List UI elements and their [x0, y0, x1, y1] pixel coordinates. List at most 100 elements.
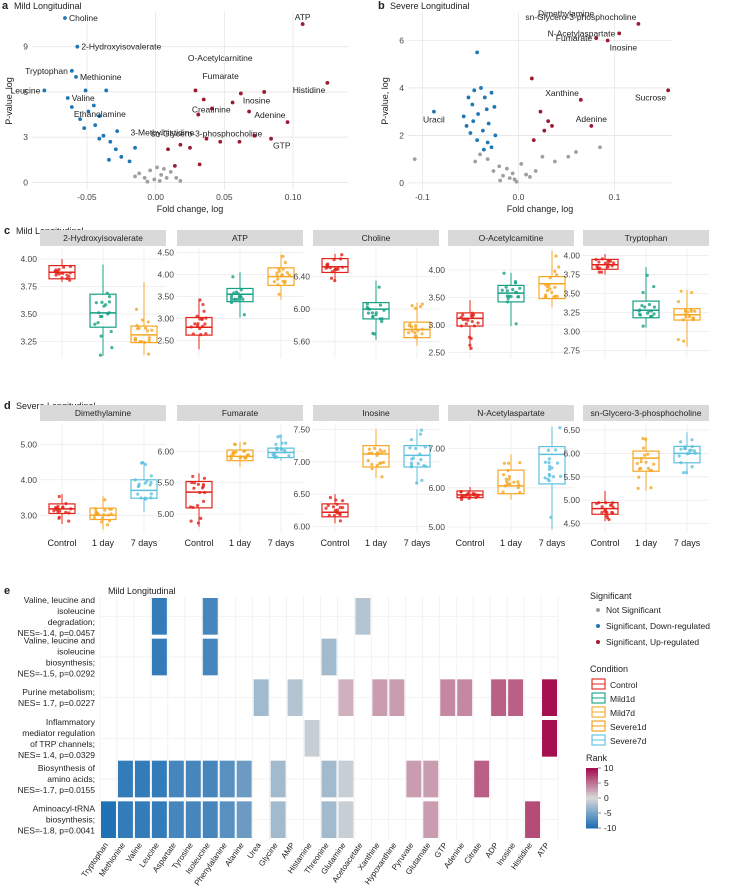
box-data-point — [150, 328, 154, 332]
box-data-point — [110, 346, 114, 350]
y-tick-label: 3.50 — [563, 289, 580, 299]
legend-marker — [596, 624, 600, 628]
heatmap-cell — [338, 679, 354, 716]
point-annotation: Creatinine — [192, 105, 231, 115]
box-data-point — [143, 340, 147, 344]
y-tick-label: 4.00 — [563, 251, 580, 261]
box-data-point — [196, 521, 200, 525]
box-data-point — [644, 437, 648, 441]
point-down-regulated — [113, 147, 118, 152]
box-data-point — [690, 465, 694, 469]
box-data-point — [513, 279, 518, 284]
point-not-significant — [137, 171, 142, 176]
box-data-point — [379, 461, 383, 465]
point-annotation: Xanthine — [545, 88, 579, 98]
box-data-point — [639, 460, 643, 464]
x-tick-label: 0.05 — [216, 192, 233, 202]
colorbar-segment — [586, 780, 598, 783]
box-data-point — [558, 426, 562, 430]
facet: Fumarate 5.00 5.50 6.00 Control 1 day 7 days — [157, 405, 303, 548]
box-data-point — [409, 437, 414, 442]
point-down-regulated — [475, 138, 480, 143]
heatmap-cell — [270, 801, 286, 838]
point-up-regulated — [605, 38, 610, 43]
box-data-point — [676, 299, 681, 304]
panel-title: Severe Longitudinal — [390, 1, 470, 11]
box-data-point — [107, 519, 112, 523]
heatmap-cell — [457, 679, 473, 716]
heatmap-cell — [219, 760, 235, 798]
box-data-point — [65, 276, 69, 281]
facet-title: 2-Hydroxyisovalerate — [63, 233, 143, 243]
box-data-point — [373, 446, 377, 450]
facet-strip — [583, 230, 709, 246]
y-tick-label: 6 — [23, 87, 28, 97]
box-data-point — [557, 265, 561, 269]
box-data-point — [274, 442, 278, 446]
box-data-point — [229, 298, 234, 302]
box-data-point — [382, 308, 386, 312]
box-data-point — [60, 276, 64, 280]
box-data-point — [606, 262, 610, 266]
facet: sn-Glycero-3-phosphocholine 4.50 5.00 5.50 6… — [563, 405, 709, 548]
point-annotation: Leucine — [11, 85, 41, 95]
box-data-point — [596, 266, 600, 271]
y-tick-label: 4.00 — [20, 254, 37, 264]
box-data-point — [411, 456, 415, 460]
heatmap-cell — [202, 801, 218, 838]
legend-item-label: Mild7d — [610, 708, 635, 718]
box-data-point — [67, 519, 71, 523]
box-data-point — [679, 289, 683, 293]
box-data-point — [189, 519, 193, 523]
point-annotation: Dimethylamine — [538, 8, 594, 18]
x-tick-label: 1 day — [635, 538, 658, 548]
point-not-significant — [574, 150, 578, 154]
y-tick-label: 7.00 — [293, 457, 310, 467]
point-down-regulated — [86, 109, 91, 114]
box-iqr — [497, 469, 525, 495]
box-data-point — [605, 510, 609, 515]
box-data-point — [330, 270, 334, 274]
box-data-point — [96, 321, 100, 325]
box-data-point — [61, 505, 65, 509]
y-tick-label: 4.00 — [157, 269, 174, 279]
box-data-point — [275, 274, 279, 278]
facet-title: Tryptophan — [625, 233, 668, 243]
heatmap-cell — [168, 760, 184, 798]
y-tick-label: 6.50 — [563, 425, 580, 435]
box-data-point — [647, 302, 652, 307]
box-data-point — [546, 477, 550, 481]
point-down-regulated — [93, 123, 98, 128]
point-down-regulated — [115, 129, 120, 134]
y-tick-label: 3.00 — [563, 326, 580, 336]
point-annotation: ATP — [295, 12, 311, 22]
y-tick-label: 3.25 — [20, 337, 37, 347]
point-up-regulated — [578, 97, 583, 102]
y-tick-label: 4.50 — [157, 247, 174, 257]
y-tick-label: 9 — [23, 42, 28, 52]
box-data-point — [108, 507, 112, 511]
y-tick-label: 5.00 — [428, 522, 445, 532]
box-data-point — [109, 329, 113, 334]
facet-strip — [448, 405, 574, 421]
facet-strip — [40, 405, 166, 421]
y-tick-label: 3.75 — [20, 282, 37, 292]
box-data-point — [332, 513, 337, 518]
x-tick-label: 0.00 — [147, 192, 164, 202]
box-data-point — [367, 307, 372, 311]
heatmap-row-label: biosynthesis; — [46, 658, 95, 668]
y-axis-label: P-value, log — [380, 77, 390, 125]
facet-title: ATP — [232, 233, 248, 243]
facet-title: O-Acetylcarnitine — [479, 233, 544, 243]
heatmap-cell — [372, 679, 388, 716]
box-data-point — [279, 447, 283, 451]
heatmap-cell — [542, 679, 557, 716]
point-down-regulated — [471, 119, 476, 124]
point-annotation: Sucrose — [635, 92, 666, 102]
panel-letter: d — [4, 400, 11, 412]
facet-title: Dimethylamine — [75, 408, 131, 418]
box-data-point — [338, 512, 342, 517]
colorbar-segment — [586, 776, 598, 779]
box-data-point — [506, 461, 511, 465]
panel-title: Mild Longitudinal — [108, 586, 176, 596]
